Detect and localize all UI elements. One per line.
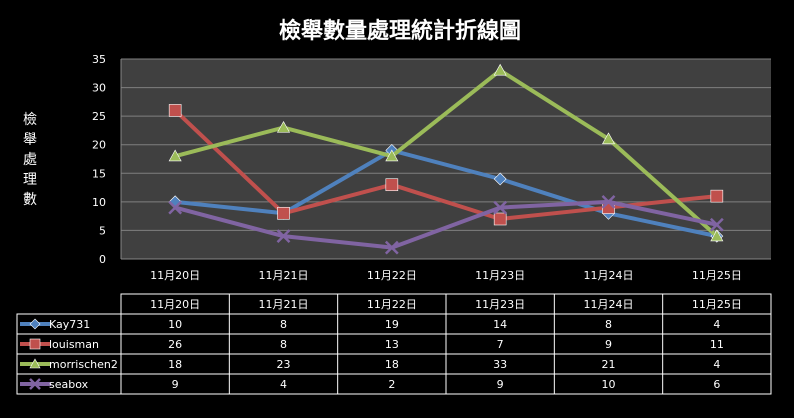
table-header-cell: 11月20日 <box>150 298 200 311</box>
table-cell: 33 <box>493 358 507 371</box>
y-tick-label: 0 <box>99 253 106 266</box>
marker-stroke <box>384 240 399 255</box>
table-cell: 14 <box>493 318 507 331</box>
table-header-cell: 11月24日 <box>584 298 634 311</box>
table-cell: 7 <box>497 338 504 351</box>
x-tick-label: 11月23日 <box>475 269 525 282</box>
y-axis-label-char: 舉 <box>23 131 37 148</box>
data-point <box>710 229 724 242</box>
y-tick-label: 35 <box>92 53 106 66</box>
y-tick-label: 20 <box>92 139 106 152</box>
y-axis-label-char: 處 <box>23 152 37 168</box>
data-point <box>493 200 508 215</box>
data-point <box>493 63 507 76</box>
legend-key <box>20 378 51 390</box>
x-tick-label: 11月25日 <box>692 269 742 282</box>
x-tick-label: 11月22日 <box>367 269 417 282</box>
y-axis-label-char: 數 <box>23 192 37 208</box>
table-cell: 10 <box>168 318 182 331</box>
data-point <box>276 229 291 244</box>
series-line <box>174 199 718 250</box>
data-point <box>709 217 724 232</box>
series-morrischen2 <box>168 63 724 242</box>
data-point <box>385 149 399 162</box>
data-table: 11月20日 11月21日 11月22日 11月23日 11月24日 11月25日 Kay7… <box>16 293 772 395</box>
y-tick-label: 10 <box>92 196 106 209</box>
data-point <box>601 194 616 209</box>
table-cell: 2 <box>388 378 395 391</box>
series-lines <box>168 63 724 255</box>
data-point <box>493 172 507 186</box>
x-axis-ticks: 11月20日 11月21日 11月22日 11月23日 11月24日 11月25日 <box>150 269 742 282</box>
x-tick-label: 11月21日 <box>259 269 309 282</box>
table-cell: 8 <box>605 318 612 331</box>
table-cell: 18 <box>168 358 182 371</box>
table-cell: 4 <box>280 378 287 391</box>
data-point <box>168 149 182 162</box>
y-tick-label: 30 <box>92 82 106 95</box>
table-header-cell: 11月21日 <box>259 298 309 311</box>
series-line <box>174 148 718 239</box>
x-tick-label: 11月24日 <box>584 269 634 282</box>
legend-key <box>20 318 51 330</box>
table-cell: 19 <box>385 318 399 331</box>
marker-stroke <box>601 194 616 209</box>
legend-key <box>20 358 51 369</box>
data-point <box>601 132 616 145</box>
table-cell: 9 <box>605 338 612 351</box>
table-cell: 4 <box>713 358 720 371</box>
table-header-cell: 11月25日 <box>692 298 742 311</box>
table-cell: 13 <box>385 338 399 351</box>
table-cell: 26 <box>168 338 182 351</box>
table-header-cell: 11月23日 <box>475 298 525 311</box>
data-point <box>29 318 41 330</box>
legend-label: Kay731 <box>49 318 90 331</box>
data-point <box>168 104 182 117</box>
chart-title: 檢舉數量處理統計折線圖 <box>279 18 521 44</box>
data-point <box>385 178 399 192</box>
table-cell: 8 <box>280 318 287 331</box>
table-cell: 23 <box>277 358 291 371</box>
marker-stroke <box>29 378 41 390</box>
table-cell: 6 <box>713 378 720 391</box>
data-point <box>384 240 399 255</box>
y-axis-label-char: 理 <box>23 172 37 188</box>
table-cell: 9 <box>497 378 504 391</box>
table-cell: 18 <box>385 358 399 371</box>
table-cell: 4 <box>713 318 720 331</box>
y-tick-label: 15 <box>92 167 106 180</box>
y-axis-label-char: 檢 <box>23 111 37 128</box>
x-tick-label: 11月20日 <box>150 269 200 282</box>
table-header-cell: 11月22日 <box>367 298 417 311</box>
data-point <box>277 206 290 220</box>
table-cell: 10 <box>602 378 616 391</box>
data-point <box>29 378 41 390</box>
legend-label: seabox <box>49 378 89 391</box>
series-seabox <box>168 194 724 255</box>
y-tick-label: 25 <box>92 110 106 123</box>
marker-stroke <box>709 217 724 232</box>
marker-stroke <box>493 200 508 215</box>
data-point <box>710 189 724 203</box>
legend-label: morrischen2 <box>49 358 118 371</box>
table-cell: 9 <box>172 378 179 391</box>
data-point <box>276 120 291 133</box>
data-point <box>168 200 183 215</box>
y-axis-ticks: 0 5 10 15 20 25 30 35 <box>92 53 106 266</box>
marker-stroke <box>168 200 183 215</box>
marker-stroke <box>276 229 291 244</box>
y-tick-label: 5 <box>99 224 106 237</box>
data-point <box>29 358 41 369</box>
data-point <box>29 338 41 350</box>
table-cell: 21 <box>602 358 616 371</box>
legend-label: louisman <box>49 338 99 351</box>
legend-key <box>20 338 51 350</box>
series-line <box>174 68 719 238</box>
table-cell: 11 <box>710 338 724 351</box>
data-point <box>493 212 507 226</box>
table-cell: 8 <box>280 338 287 351</box>
